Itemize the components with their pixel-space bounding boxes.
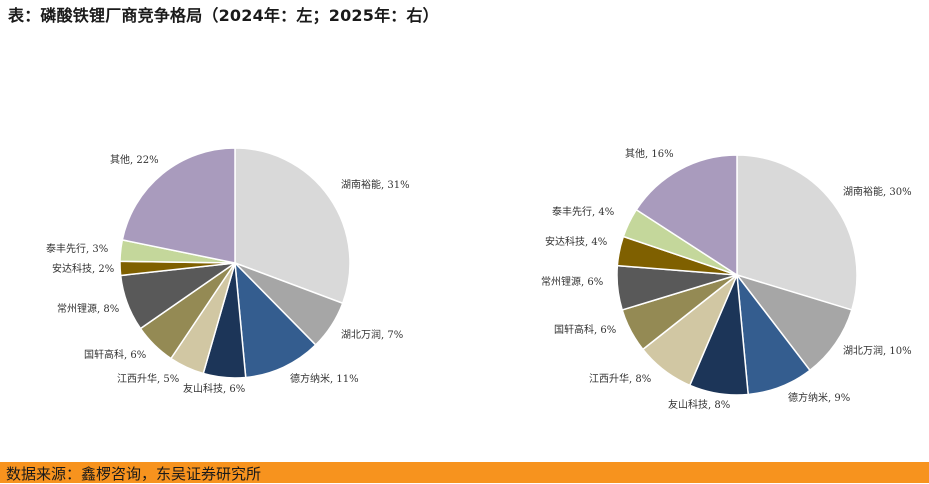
slice-label: 国轩高科, 6% <box>554 323 616 336</box>
pie-slice <box>234 147 351 305</box>
pie-slice <box>121 147 236 264</box>
slice-label: 友山科技, 8% <box>668 398 730 411</box>
source-bar: 数据来源：鑫椤咨询，东吴证券研究所 <box>0 462 929 483</box>
slice-label: 其他, 16% <box>625 147 674 160</box>
pie-slice <box>736 154 858 311</box>
slice-label: 湖北万润, 10% <box>843 344 912 357</box>
slice-label: 江西升华, 5% <box>117 372 179 385</box>
slice-label: 安达科技, 4% <box>545 235 607 248</box>
slice-label: 湖北万润, 7% <box>341 328 403 341</box>
slice-label: 德方纳米, 11% <box>290 372 359 385</box>
source-note: 数据来源：鑫椤咨询，东吴证券研究所 <box>6 465 262 483</box>
slice-label: 江西升华, 8% <box>589 372 651 385</box>
slice-label: 友山科技, 6% <box>183 382 245 395</box>
slice-label: 泰丰先行, 4% <box>552 205 614 218</box>
slice-label: 常州锂源, 8% <box>57 302 119 315</box>
pie-slice <box>734 273 853 372</box>
slice-label: 国轩高科, 6% <box>84 348 146 361</box>
slice-label: 安达科技, 2% <box>52 262 114 275</box>
pie-slice <box>635 154 738 277</box>
page-title: 表：磷酸铁锂厂商竞争格局（2024年：左；2025年：右） <box>8 6 439 25</box>
slice-label: 其他, 22% <box>110 153 159 166</box>
slice-label: 德方纳米, 9% <box>788 391 850 404</box>
slice-label: 常州锂源, 6% <box>541 275 603 288</box>
pie-chart-2025: 湖南裕能, 30% 湖北万润, 10% 德方纳米, 9% 友山科技, 8% 江西升华, … <box>541 147 912 411</box>
slice-label: 泰丰先行, 3% <box>46 242 108 255</box>
slice-label: 湖南裕能, 31% <box>341 178 410 191</box>
pie-slice <box>234 260 317 379</box>
pie-chart-2024: 湖南裕能, 31% 湖北万润, 7% 德方纳米, 11% 友山科技, 6% 江西升华, … <box>46 147 410 395</box>
slice-label: 湖南裕能, 30% <box>843 185 912 198</box>
